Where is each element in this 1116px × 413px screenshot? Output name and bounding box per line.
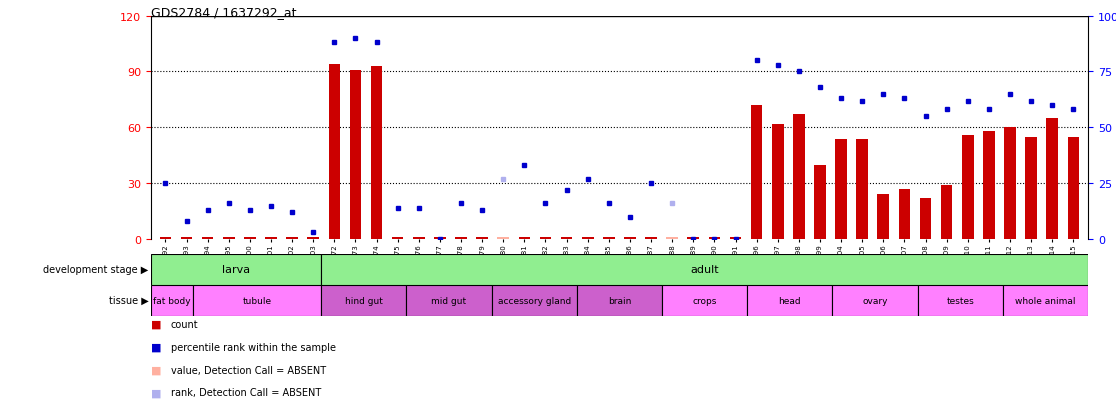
Bar: [962, 135, 973, 240]
Bar: [941, 186, 952, 240]
Text: GDS2784 / 1637292_at: GDS2784 / 1637292_at: [151, 6, 296, 19]
Text: accessory gland: accessory gland: [498, 296, 570, 305]
Bar: [181, 238, 192, 240]
Bar: [392, 238, 404, 240]
Bar: [223, 238, 234, 240]
Bar: [815, 165, 826, 240]
Bar: [321, 254, 1088, 285]
Text: testes: testes: [946, 296, 974, 305]
Text: ■: ■: [151, 319, 161, 329]
Text: count: count: [171, 319, 199, 329]
Bar: [983, 132, 994, 240]
Bar: [349, 70, 362, 240]
Bar: [1047, 119, 1058, 240]
Bar: [455, 238, 466, 240]
Bar: [1068, 137, 1079, 240]
Text: percentile rank within the sample: percentile rank within the sample: [171, 342, 336, 352]
Bar: [772, 124, 783, 240]
Bar: [748, 285, 833, 316]
Bar: [751, 106, 762, 240]
Bar: [406, 285, 491, 316]
Text: ■: ■: [151, 387, 161, 397]
Bar: [1004, 128, 1016, 240]
Bar: [328, 65, 340, 240]
Bar: [321, 285, 406, 316]
Bar: [920, 199, 932, 240]
Bar: [413, 238, 424, 240]
Text: tissue ▶: tissue ▶: [108, 295, 148, 306]
Bar: [560, 238, 573, 240]
Bar: [151, 254, 321, 285]
Bar: [160, 238, 171, 240]
Text: ovary: ovary: [863, 296, 888, 305]
Text: larva: larva: [222, 264, 250, 275]
Bar: [1003, 285, 1088, 316]
Bar: [917, 285, 1003, 316]
Bar: [835, 139, 847, 240]
Bar: [287, 238, 298, 240]
Bar: [266, 238, 277, 240]
Text: adult: adult: [691, 264, 719, 275]
Text: development stage ▶: development stage ▶: [44, 264, 148, 275]
Bar: [833, 285, 917, 316]
Text: fat body: fat body: [153, 296, 191, 305]
Bar: [202, 238, 213, 240]
Bar: [730, 238, 741, 240]
Bar: [519, 238, 530, 240]
Bar: [856, 139, 868, 240]
Bar: [491, 285, 577, 316]
Bar: [151, 285, 193, 316]
Bar: [666, 238, 677, 240]
Text: whole animal: whole animal: [1016, 296, 1076, 305]
Bar: [709, 238, 720, 240]
Bar: [498, 238, 509, 240]
Text: hind gut: hind gut: [345, 296, 383, 305]
Bar: [307, 238, 319, 240]
Bar: [581, 238, 594, 240]
Text: rank, Detection Call = ABSENT: rank, Detection Call = ABSENT: [171, 387, 321, 397]
Text: tubule: tubule: [242, 296, 272, 305]
Bar: [1026, 137, 1037, 240]
Bar: [687, 238, 699, 240]
Text: ■: ■: [151, 342, 161, 352]
Bar: [603, 238, 615, 240]
Bar: [577, 285, 662, 316]
Text: brain: brain: [608, 296, 631, 305]
Bar: [645, 238, 657, 240]
Bar: [624, 238, 636, 240]
Bar: [244, 238, 256, 240]
Text: ■: ■: [151, 365, 161, 375]
Text: head: head: [779, 296, 801, 305]
Bar: [793, 115, 805, 240]
Bar: [371, 66, 383, 240]
Bar: [477, 238, 488, 240]
Bar: [434, 238, 445, 240]
Text: mid gut: mid gut: [432, 296, 466, 305]
Bar: [877, 195, 889, 240]
Bar: [193, 285, 321, 316]
Text: crops: crops: [692, 296, 716, 305]
Bar: [662, 285, 748, 316]
Text: value, Detection Call = ABSENT: value, Detection Call = ABSENT: [171, 365, 326, 375]
Bar: [540, 238, 551, 240]
Bar: [898, 189, 911, 240]
